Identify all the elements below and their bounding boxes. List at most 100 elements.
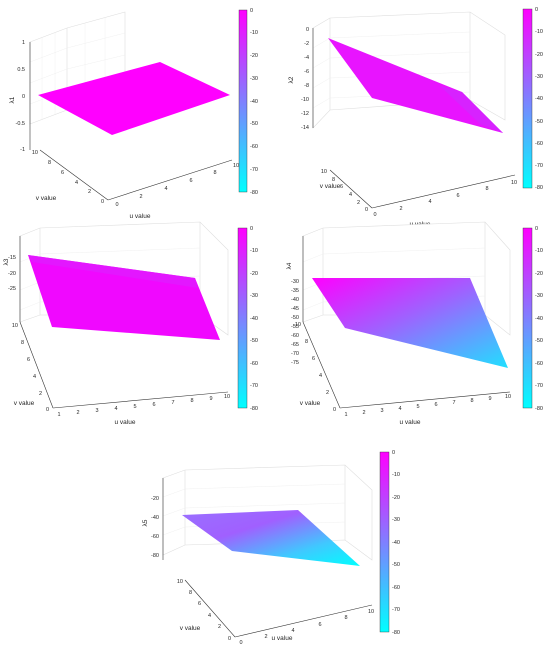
u-tick-label: 6 bbox=[434, 402, 437, 408]
plot-panel-1: 1 0.5 0 -0.5 -1 0 2 4 6 8 10 0 2 4 6 8 1… bbox=[9, 8, 258, 220]
z-tick-label: -45 bbox=[291, 306, 299, 312]
u-tick-label: 7 bbox=[171, 400, 174, 406]
z-axis-label: λ4 bbox=[286, 262, 293, 269]
v-tick-label: 2 bbox=[88, 189, 91, 195]
colorbar-tick: -70 bbox=[535, 383, 543, 389]
colorbar-tick: -50 bbox=[535, 338, 543, 344]
colorbar-gradient bbox=[379, 451, 390, 633]
v-tick-label: 0 bbox=[101, 199, 104, 205]
v-tick-label: 8 bbox=[48, 160, 51, 166]
u-ticks: 0 2 4 6 8 10 bbox=[115, 163, 239, 208]
colorbar-tick: -20 bbox=[250, 271, 258, 277]
colorbar-tick: -30 bbox=[535, 74, 543, 80]
u-tick-label: 10 bbox=[224, 394, 230, 400]
u-tick-label: 10 bbox=[511, 180, 517, 186]
z-tick-label: -20 bbox=[8, 271, 16, 277]
v-axis-label: v value bbox=[36, 195, 57, 202]
colorbar-gradient bbox=[238, 9, 248, 193]
axis-lines bbox=[302, 236, 511, 409]
v-tick-label: 10 bbox=[321, 169, 327, 175]
u-tick-label: 2 bbox=[399, 206, 402, 212]
z-tick-label: -70 bbox=[291, 351, 299, 357]
v-tick-label: 0 bbox=[365, 207, 368, 213]
u-axis-label: u value bbox=[400, 419, 421, 426]
colorbar-tick: -50 bbox=[392, 562, 400, 568]
z-tick-label: -2 bbox=[304, 41, 309, 47]
colorbar-tick: -20 bbox=[250, 53, 258, 59]
colorbar-gradient bbox=[522, 8, 533, 189]
z-tick-label: -30 bbox=[291, 279, 299, 285]
plot-panel-3: -15 -20 -25 0 2 4 6 8 10 1 2 3 4 5 6 7 8… bbox=[3, 221, 258, 426]
colorbar-tick: 0 bbox=[250, 8, 253, 14]
v-tick-label: 2 bbox=[218, 624, 221, 630]
axis-lines bbox=[162, 478, 373, 638]
v-tick-label: 10 bbox=[12, 323, 18, 329]
v-axis-label: v value bbox=[180, 625, 201, 632]
colorbar-gradient bbox=[237, 227, 248, 409]
colorbar-tick: -80 bbox=[535, 185, 543, 191]
colorbar-tick: -30 bbox=[250, 293, 258, 299]
z-tick-label: 1 bbox=[22, 40, 25, 46]
z-tick-label: 0 bbox=[306, 27, 309, 33]
u-tick-label: 2 bbox=[76, 410, 79, 416]
z-tick-label: -20 bbox=[151, 496, 159, 502]
z-tick-label: -12 bbox=[301, 111, 309, 117]
plot-panel-2: 0 -2 -4 -6 -8 -10 -12 -14 0 2 4 6 8 10 0… bbox=[288, 7, 543, 228]
v-tick-label: 8 bbox=[189, 590, 192, 596]
v-axis-label: v value bbox=[300, 400, 321, 407]
u-tick-label: 0 bbox=[373, 212, 376, 218]
colorbar-tick: -60 bbox=[392, 585, 400, 591]
u-ticks: 1 2 3 4 5 6 7 8 9 10 bbox=[57, 394, 230, 418]
colorbar-tick: -40 bbox=[535, 96, 543, 102]
v-tick-label: 8 bbox=[305, 339, 308, 345]
v-tick-label: 6 bbox=[312, 356, 315, 362]
colorbar-ticks: 0 -10 -20 -30 -40 -50 -60 -70 -80 bbox=[250, 226, 258, 412]
z-ticks: -20 -40 -60 -80 bbox=[151, 496, 159, 559]
v-ticks: 0 2 4 6 8 10 bbox=[32, 150, 104, 205]
u-tick-label: 1 bbox=[344, 412, 347, 418]
z-tick-label: -35 bbox=[291, 288, 299, 294]
v-tick-label: 2 bbox=[326, 390, 329, 396]
u-axis-label: u value bbox=[115, 419, 136, 426]
axis-lines bbox=[19, 236, 229, 409]
u-tick-label: 0 bbox=[239, 640, 242, 645]
u-tick-label: 10 bbox=[368, 609, 374, 615]
u-ticks: 1 2 3 4 5 6 7 8 9 10 bbox=[344, 394, 511, 418]
colorbar-tick: -70 bbox=[250, 383, 258, 389]
colorbar-tick: -50 bbox=[535, 119, 543, 125]
u-tick-label: 4 bbox=[398, 406, 401, 412]
v-tick-label: 0 bbox=[46, 407, 49, 413]
z-tick-label: -8 bbox=[304, 83, 309, 89]
u-tick-label: 6 bbox=[152, 402, 155, 408]
u-tick-label: 4 bbox=[291, 628, 294, 634]
v-ticks: 0 2 4 6 8 10 bbox=[12, 323, 49, 413]
colorbar: 0 -10 -20 -30 -40 -50 -60 -70 -80 bbox=[238, 8, 258, 196]
u-tick-label: 3 bbox=[95, 408, 98, 414]
z-tick-label: -65 bbox=[291, 342, 299, 348]
u-axis-label: u value bbox=[130, 213, 151, 220]
surface bbox=[182, 510, 360, 566]
colorbar-tick: -60 bbox=[250, 361, 258, 367]
colorbar-tick: -30 bbox=[535, 293, 543, 299]
colorbar-tick: -40 bbox=[535, 316, 543, 322]
v-ticks: 0 2 4 6 8 10 bbox=[177, 579, 231, 642]
z-tick-label: -0.5 bbox=[16, 121, 25, 127]
colorbar-tick: -60 bbox=[535, 361, 543, 367]
u-tick-label: 9 bbox=[488, 396, 491, 402]
u-tick-label: 4 bbox=[164, 186, 167, 192]
surface bbox=[38, 62, 230, 135]
colorbar-tick: -10 bbox=[535, 248, 543, 254]
v-tick-label: 0 bbox=[333, 407, 336, 413]
z-axis-label: λ5 bbox=[142, 519, 149, 526]
colorbar-gradient bbox=[522, 227, 533, 409]
v-ticks: 0 2 4 6 8 10 bbox=[295, 322, 336, 413]
colorbar-tick: -50 bbox=[250, 121, 258, 127]
v-tick-label: 6 bbox=[198, 601, 201, 607]
z-tick-label: -4 bbox=[304, 55, 309, 61]
colorbar-tick: -20 bbox=[535, 52, 543, 58]
colorbar-ticks: 0 -10 -20 -30 -40 -50 -60 -70 -80 bbox=[535, 7, 543, 191]
colorbar-tick: -80 bbox=[250, 406, 258, 412]
colorbar-tick: -30 bbox=[250, 76, 258, 82]
colorbar-ticks: 0 -10 -20 -30 -40 -50 -60 -70 -80 bbox=[392, 450, 400, 636]
colorbar-tick: -60 bbox=[250, 144, 258, 150]
